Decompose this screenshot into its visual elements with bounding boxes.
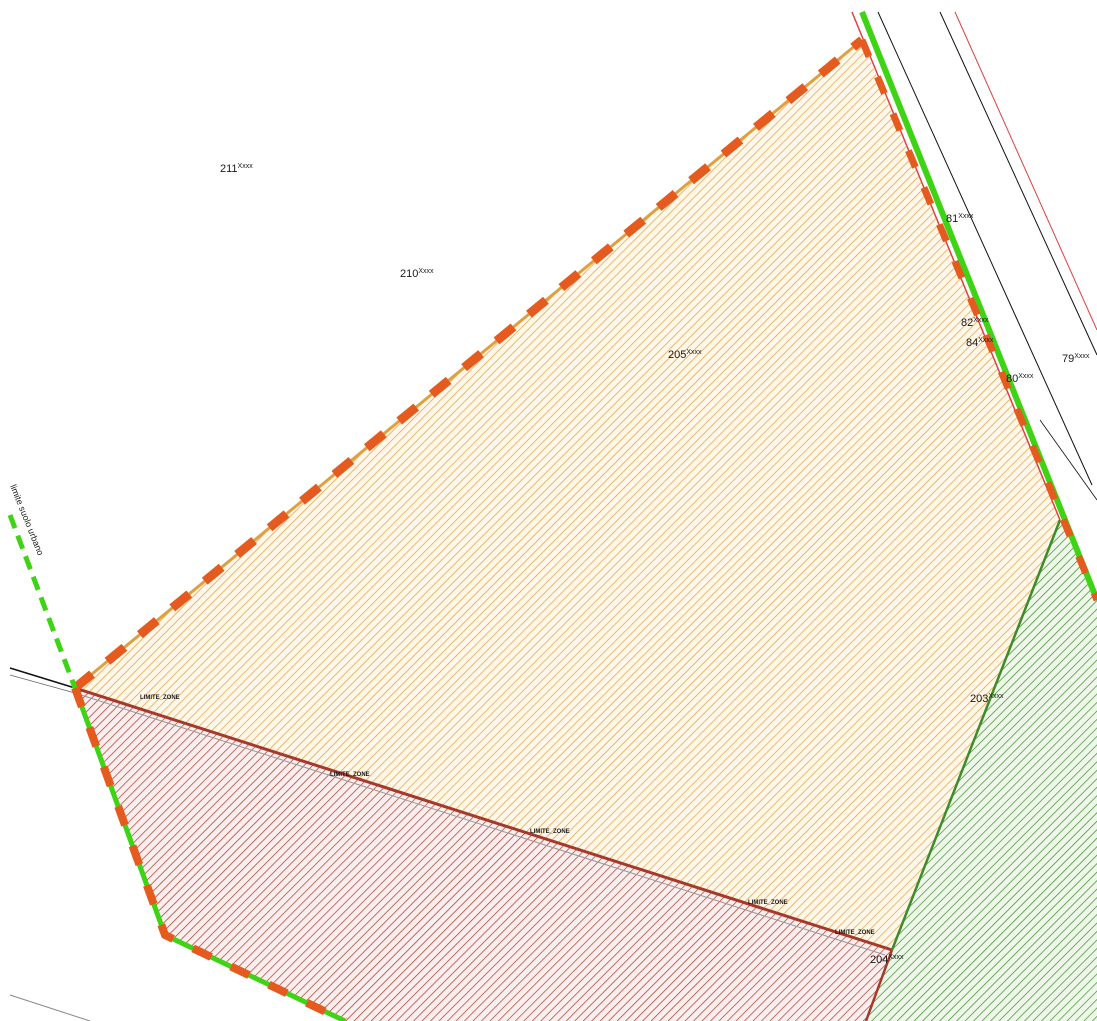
parcel-203-label: 203Xxxx — [970, 693, 1004, 705]
parcel-205-label: 205Xxxx — [668, 349, 702, 361]
parcel-82-label: 82Xxxx — [961, 317, 989, 329]
parcel-80-label: 80Xxxx — [1006, 373, 1034, 385]
zone-red[interactable] — [75, 688, 892, 1021]
parcel-labels: 211Xxxx 210Xxxx 205Xxxx 81Xxxx 82Xxxx 84… — [220, 163, 1090, 966]
parcel-211-label: 211Xxxx — [220, 163, 253, 175]
road-line-left — [9, 667, 76, 689]
parcel-81-label: 81Xxxx — [946, 213, 974, 225]
boundary-top-left-dashed — [72, 36, 865, 692]
zone-line-label: LIMITE_ZONE — [748, 900, 788, 906]
zone-green[interactable] — [866, 520, 1097, 1021]
road-line-bottom-left — [9, 994, 91, 1021]
zone-line-labels: LIMITE_ZONE LIMITE_ZONE LIMITE_ZONE LIMI… — [140, 695, 875, 936]
zone-orange[interactable] — [75, 40, 1060, 950]
zone-boundary-gray — [74, 692, 886, 956]
zone-line-label: LIMITE_ZONE — [835, 930, 875, 936]
zone-boundary-red-bottom — [864, 949, 894, 1021]
parcel-84-label: 84Xxxx — [966, 337, 994, 349]
urban-limit-line — [7, 514, 78, 689]
boundary-right-green — [859, 10, 1097, 602]
zone-boundary-orange-red — [74, 686, 893, 952]
parcel-79-label: 79Xxxx — [1062, 353, 1090, 365]
parcel-210-label: 210Xxxx — [400, 268, 434, 280]
road-lines — [877, 11, 1097, 501]
parcel-204-label: 204Xxxx — [870, 954, 904, 966]
road-line-left-2 — [9, 674, 76, 694]
zone-line-label: LIMITE_ZONE — [530, 829, 570, 835]
zone-line-label: LIMITE_ZONE — [330, 772, 370, 778]
zone-line-label: LIMITE_ZONE — [140, 695, 180, 701]
boundary-bottom-left-dashed — [71, 686, 347, 1021]
zone-boundary-orange-green — [890, 519, 1062, 951]
